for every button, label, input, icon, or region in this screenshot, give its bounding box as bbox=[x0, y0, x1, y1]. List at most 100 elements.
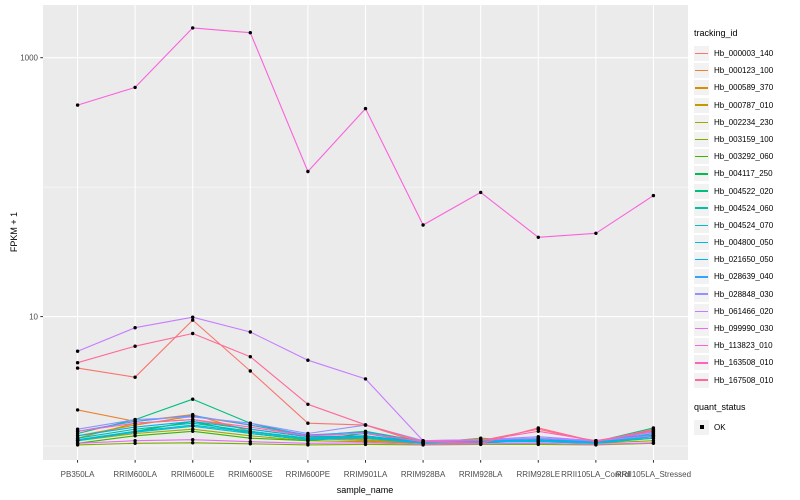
data-point bbox=[594, 231, 598, 235]
legend-key-box bbox=[694, 286, 709, 302]
x-tick-label: PB350LA bbox=[61, 470, 95, 479]
data-point bbox=[421, 440, 425, 444]
legend-key-line-icon bbox=[695, 138, 708, 141]
legend-key-box bbox=[694, 419, 709, 435]
legend-key-line-icon bbox=[695, 207, 708, 209]
data-point bbox=[248, 425, 252, 429]
data-point bbox=[191, 417, 195, 422]
legend-item-Hb_000123_100: Hb_000123_100 bbox=[694, 63, 798, 79]
legend-item-Hb_028848_030: Hb_028848_030 bbox=[694, 286, 798, 302]
x-tick-label: RRIM600PE bbox=[286, 470, 330, 479]
legend-key-box bbox=[694, 131, 709, 147]
data-point bbox=[479, 190, 483, 195]
legend-item-Hb_028639_040: Hb_028639_040 bbox=[694, 269, 798, 285]
data-point bbox=[191, 438, 195, 442]
legend-panel: tracking_id Hb_000003_140 Hb_000123_100 Hb… bbox=[694, 28, 798, 437]
x-tick-label: RRIM928LE bbox=[516, 470, 560, 479]
legend-key-box bbox=[694, 252, 709, 268]
legend-item-label: Hb_099990_030 bbox=[714, 324, 774, 333]
legend-item-Hb_113823_010: Hb_113823_010 bbox=[694, 338, 798, 354]
data-point bbox=[191, 423, 195, 427]
legend-key-line-icon bbox=[695, 276, 708, 278]
legend-key-box bbox=[694, 338, 709, 354]
data-point bbox=[536, 235, 540, 239]
legend-item-Hb_167508_010: Hb_167508_010 bbox=[694, 372, 798, 388]
y-tick-label: 10 bbox=[29, 313, 38, 322]
data-point bbox=[133, 441, 137, 445]
data-point bbox=[363, 106, 368, 111]
legend-item-label: Hb_163508_010 bbox=[714, 358, 774, 368]
legend-key-box bbox=[694, 46, 709, 61]
legend-item-Hb_004524_060: Hb_004524_060 bbox=[694, 200, 798, 216]
legend-item-label: Hb_028639_040 bbox=[714, 272, 774, 282]
legend-key-line-icon bbox=[695, 52, 708, 55]
data-point bbox=[651, 427, 656, 431]
legend-key-line-icon bbox=[695, 155, 708, 158]
legend-key-line-icon bbox=[695, 344, 708, 347]
legend-item-label: Hb_167508_010 bbox=[714, 375, 774, 385]
data-point bbox=[133, 417, 137, 422]
legend-item-ok: OK bbox=[694, 419, 798, 435]
data-point bbox=[75, 361, 80, 365]
data-point bbox=[75, 408, 80, 412]
legend-key-box bbox=[694, 149, 709, 165]
data-point bbox=[191, 415, 195, 419]
legend-item-label: Hb_000787_010 bbox=[714, 100, 774, 110]
data-point bbox=[191, 397, 195, 401]
data-point bbox=[306, 434, 310, 438]
legend-item-Hb_004524_070: Hb_004524_070 bbox=[694, 217, 798, 233]
legend-tracking-items: Hb_000003_140 Hb_000123_100 Hb_000589_370 H… bbox=[694, 46, 798, 388]
data-point bbox=[651, 441, 656, 445]
data-point bbox=[75, 438, 80, 442]
legend-key-box bbox=[694, 269, 709, 285]
data-point bbox=[191, 318, 195, 322]
data-point bbox=[191, 26, 195, 30]
data-point bbox=[133, 429, 137, 433]
data-point bbox=[536, 436, 540, 440]
data-point bbox=[248, 421, 252, 425]
x-tick-label: RRIM928LA bbox=[459, 470, 503, 479]
x-tick-label: RRII105LA_Control bbox=[561, 470, 631, 479]
legend-key-box bbox=[694, 217, 709, 233]
legend-item-label: Hb_021650_050 bbox=[714, 255, 774, 265]
legend-item-Hb_163508_010: Hb_163508_010 bbox=[694, 355, 798, 371]
legend-key-line-icon bbox=[695, 121, 708, 123]
legend-key-box bbox=[694, 114, 709, 130]
legend-key-line-icon bbox=[695, 327, 708, 330]
legend-item-Hb_099990_030: Hb_099990_030 bbox=[694, 321, 798, 336]
data-point bbox=[75, 349, 80, 353]
legend-key-line-icon bbox=[695, 362, 708, 364]
data-point bbox=[191, 441, 195, 445]
legend-key-line-icon bbox=[695, 87, 708, 89]
data-point bbox=[248, 430, 252, 434]
data-point bbox=[133, 375, 137, 379]
data-point bbox=[75, 366, 80, 370]
data-point bbox=[191, 331, 195, 336]
data-point bbox=[248, 436, 252, 440]
data-point bbox=[191, 315, 195, 319]
data-point bbox=[421, 442, 425, 447]
data-point bbox=[248, 355, 252, 359]
legend-item-Hb_061466_020: Hb_061466_020 bbox=[694, 303, 798, 319]
legend-key-box bbox=[694, 372, 709, 388]
data-point bbox=[594, 440, 598, 444]
data-point bbox=[133, 85, 137, 90]
data-point bbox=[248, 369, 252, 373]
data-point bbox=[306, 421, 310, 425]
legend-key-box bbox=[694, 321, 709, 336]
y-tick-label: 1000 bbox=[20, 54, 38, 63]
x-tick-label: RRIM928BA bbox=[401, 470, 446, 479]
data-point bbox=[133, 421, 137, 425]
data-point bbox=[75, 434, 80, 438]
legend-key-line-icon bbox=[695, 379, 708, 381]
legend-key-box bbox=[694, 80, 709, 96]
data-point bbox=[479, 441, 483, 445]
data-point bbox=[594, 442, 598, 447]
legend-item-label: Hb_003292_060 bbox=[714, 152, 774, 162]
data-point bbox=[75, 103, 80, 107]
legend-key-line-icon bbox=[695, 173, 708, 175]
data-point bbox=[133, 434, 137, 438]
legend-item-label: Hb_028848_030 bbox=[714, 289, 774, 299]
